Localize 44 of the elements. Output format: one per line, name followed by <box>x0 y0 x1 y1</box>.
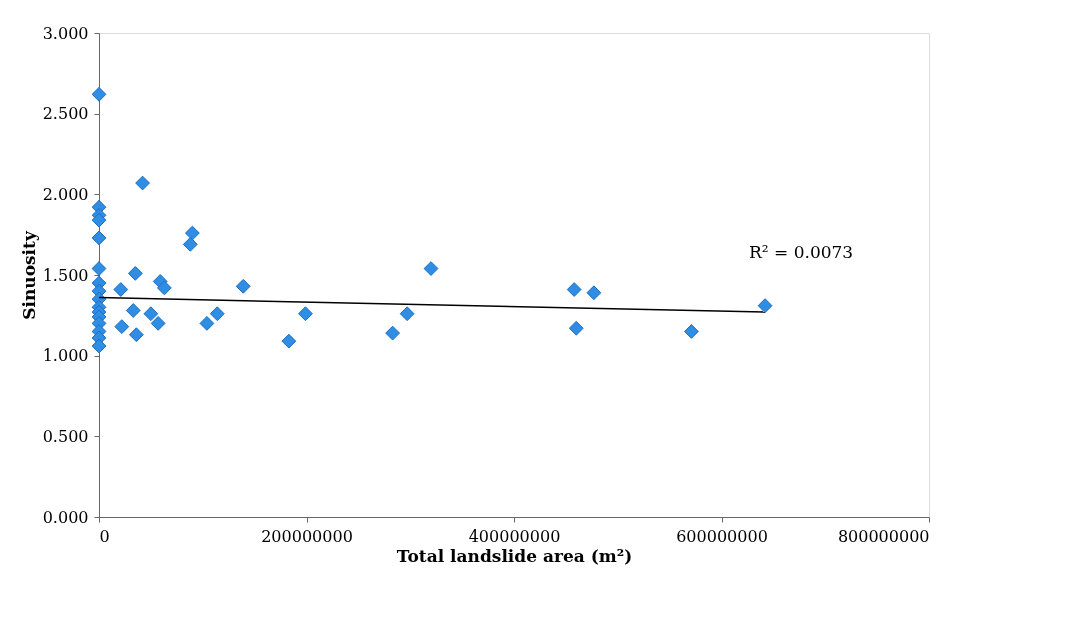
y-tick-label: 0.000 <box>42 507 89 527</box>
point <box>114 319 130 335</box>
y-tick-label: 2.000 <box>42 184 89 204</box>
point <box>143 306 159 322</box>
y-tick-label: 1.000 <box>42 346 89 366</box>
point <box>182 236 198 252</box>
point <box>156 280 172 296</box>
point <box>757 298 773 314</box>
point <box>91 230 107 246</box>
point <box>184 225 200 241</box>
y-tick-label: 2.500 <box>42 104 89 124</box>
point <box>150 316 166 331</box>
point <box>423 261 439 276</box>
annotation: R² = 0.0073 <box>749 242 854 262</box>
point <box>281 333 297 349</box>
point <box>566 282 582 297</box>
x-tick-label: 200000000 <box>261 526 353 546</box>
point <box>235 278 251 294</box>
point <box>125 303 141 318</box>
y-tick-label: 0.500 <box>42 426 89 446</box>
point <box>399 306 415 322</box>
point <box>91 86 107 102</box>
point <box>91 212 107 228</box>
point <box>684 324 699 339</box>
x-axis-title: Total landslide area (m²) <box>396 545 633 566</box>
point <box>199 316 215 331</box>
y-tick-label: 1.500 <box>42 265 89 285</box>
point <box>135 175 150 191</box>
point <box>113 282 129 297</box>
point <box>568 320 584 336</box>
x-tick-label: 600000000 <box>676 526 768 546</box>
y-tick-label: 3.000 <box>42 23 89 43</box>
point <box>209 306 225 322</box>
x-tick-label: 400000000 <box>468 526 561 546</box>
point <box>385 325 400 341</box>
point <box>586 285 602 301</box>
point <box>127 265 143 281</box>
point <box>128 327 144 343</box>
x-tick-label: 800000000 <box>837 526 930 546</box>
point <box>298 306 313 322</box>
y-axis-title: Sinuosity <box>18 230 39 320</box>
point <box>91 338 107 354</box>
x-tick-label: 0 <box>99 526 110 546</box>
point <box>91 261 107 276</box>
